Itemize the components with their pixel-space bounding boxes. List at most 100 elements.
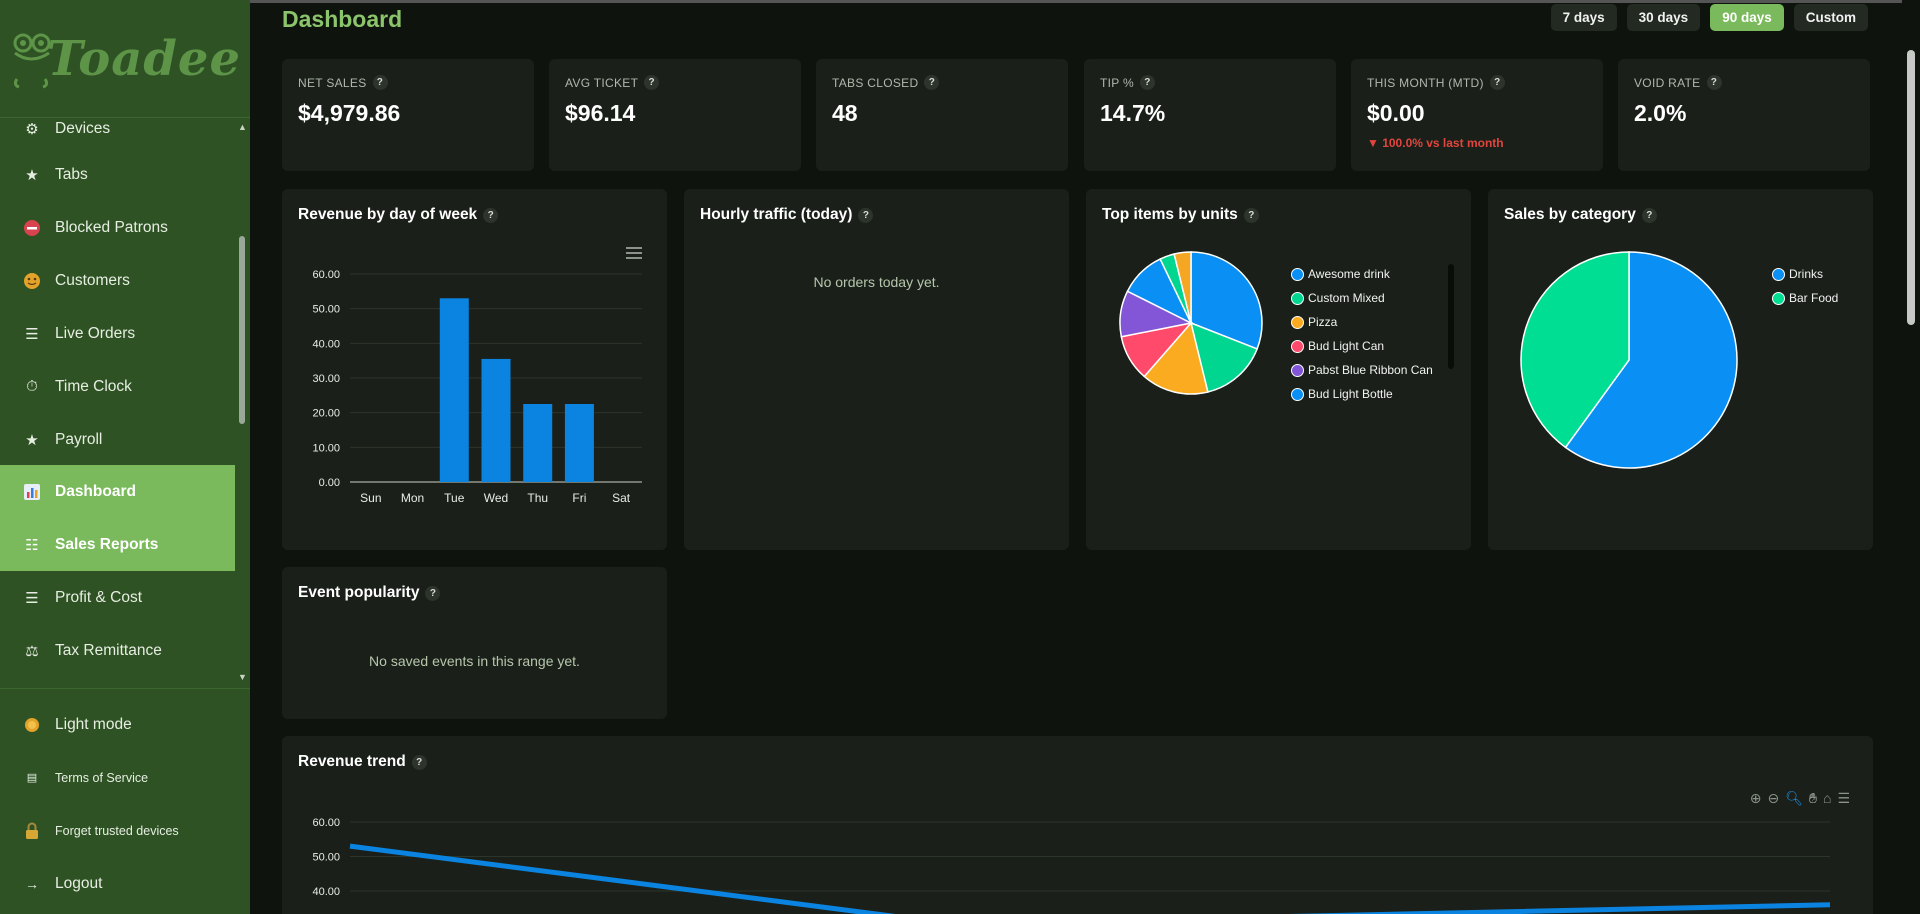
sidebar-item-profit-cost[interactable]: ☰ Profit & Cost — [0, 571, 235, 624]
x-tick-label: Sat — [612, 491, 631, 505]
help-icon[interactable]: ? — [1489, 75, 1505, 90]
pie-slice[interactable] — [1143, 321, 1209, 395]
help-icon[interactable]: ? — [1641, 207, 1657, 223]
top-border — [250, 0, 1902, 3]
legend-dot — [1291, 387, 1304, 401]
scroll-down-arrow-icon[interactable]: ▼ — [238, 672, 247, 682]
sidebar-item-label: Tabs — [55, 165, 88, 183]
sidebar-item-tax-remittance[interactable]: ⚖ Tax Remittance — [0, 624, 235, 677]
legend-item[interactable]: Pizza — [1291, 315, 1337, 329]
chart-menu-icon[interactable] — [626, 247, 642, 259]
range-7-days-button[interactable]: 7 days — [1550, 4, 1617, 31]
pie-slice[interactable] — [1173, 251, 1192, 324]
page-title: Dashboard — [282, 6, 403, 32]
help-icon[interactable]: ? — [1243, 207, 1259, 223]
forget-trusted-devices-link[interactable]: Forget trusted devices — [0, 804, 250, 857]
pie-slice[interactable] — [1520, 251, 1630, 449]
legend-scrollbar[interactable] — [1448, 264, 1454, 369]
legend-item[interactable]: Custom Mixed — [1291, 291, 1385, 305]
pie-slice[interactable] — [1190, 251, 1263, 350]
sales-by-category-card: Sales by category? Drinks Bar Food — [1488, 189, 1873, 550]
legend-item[interactable]: Awesome drink — [1291, 267, 1390, 281]
kpi-tip-percent: TIP %? 14.7% — [1084, 59, 1336, 171]
sidebar-item-sales-reports[interactable]: ☷ Sales Reports — [0, 518, 235, 571]
sidebar-item-blocked-patrons[interactable]: Blocked Patrons — [0, 201, 235, 254]
scroll-up-arrow-icon[interactable]: ▲ — [238, 122, 247, 132]
page-scrollbar-thumb[interactable] — [1907, 50, 1915, 325]
report-icon: ☷ — [25, 536, 39, 554]
help-icon[interactable]: ? — [1139, 75, 1155, 90]
hourly-traffic-card: Hourly traffic (today)? No orders today … — [684, 189, 1069, 550]
logout-link[interactable]: → Logout — [0, 857, 250, 910]
sidebar-scrollbar-thumb[interactable] — [239, 236, 245, 424]
sidebar-item-time-clock[interactable]: ⏱ Time Clock — [0, 360, 235, 413]
zoom-out-icon[interactable]: ⊖ — [1767, 790, 1780, 806]
page-scrollbar[interactable] — [1902, 0, 1920, 914]
card-title: Sales by category — [1504, 206, 1636, 223]
legend-item[interactable]: Drinks — [1772, 267, 1823, 281]
kpi-label: THIS MONTH (MTD) — [1367, 75, 1484, 90]
kpi-value: $4,979.86 — [298, 100, 401, 126]
kpi-this-month: THIS MONTH (MTD)? $0.00 ▼ 100.0% vs last… — [1351, 59, 1603, 171]
help-icon[interactable]: ? — [644, 75, 660, 90]
x-tick-label: Fri — [572, 491, 586, 505]
logo[interactable]: Toadee — [0, 0, 250, 118]
sidebar-scrollbar[interactable]: ▲ ▼ — [236, 118, 248, 688]
legend-dot — [1291, 291, 1304, 305]
legend-label: Pizza — [1308, 315, 1338, 329]
revenue-by-day-chart: 0.00 10.00 20.00 30.00 40.00 50.00 60.00 Sun Mon… — [312, 269, 642, 505]
legend-dot — [1291, 267, 1304, 281]
chart-zoom-toolbar: ⊕ ⊖ 🔍︎ ✋︎ ⌂ ☰ — [1750, 790, 1850, 807]
help-icon[interactable]: ? — [372, 75, 388, 90]
sidebar-item-dashboard[interactable]: Dashboard — [0, 465, 235, 518]
range-90-days-button[interactable]: 90 days — [1710, 4, 1784, 31]
help-icon[interactable]: ? — [924, 75, 940, 90]
range-custom-button[interactable]: Custom — [1793, 4, 1868, 31]
sidebar-item-label: Tax Remittance — [55, 641, 162, 659]
x-tick-label: Sun — [360, 491, 381, 505]
card-title: Hourly traffic (today) — [700, 206, 853, 223]
bar[interactable] — [564, 404, 594, 482]
sidebar-item-label: Devices — [55, 119, 111, 137]
zoom-select-icon[interactable]: 🔍︎ — [1785, 790, 1803, 806]
revenue-trend-card: Revenue trend? ⊕ ⊖ 🔍︎ ✋︎ ⌂ ☰ 40.00 50.00 6… — [282, 736, 1873, 914]
bar[interactable] — [523, 404, 553, 482]
list-icon: ☰ — [25, 325, 39, 343]
logo-text: Toadee — [47, 30, 241, 87]
kpi-label: TIP % — [1100, 75, 1134, 90]
legend-item[interactable]: Bud Light Bottle — [1291, 387, 1393, 401]
x-tick-label: Thu — [527, 491, 548, 505]
kpi-value: $0.00 — [1367, 100, 1425, 126]
bar[interactable] — [439, 298, 469, 482]
bar[interactable] — [481, 358, 511, 482]
help-icon[interactable]: ? — [858, 207, 874, 223]
trend-line[interactable] — [349, 843, 1831, 914]
gear-icon: ⚙ — [25, 120, 39, 138]
pie-slice[interactable] — [1564, 251, 1738, 469]
sidebar-item-label: Sales Reports — [55, 535, 159, 553]
chart-menu-icon[interactable]: ☰ — [1837, 790, 1850, 806]
help-icon[interactable]: ? — [483, 207, 499, 223]
logout-label: Logout — [55, 874, 103, 892]
revenue-trend-chart: 40.00 50.00 60.00 — [312, 817, 1831, 914]
legend-item[interactable]: Pabst Blue Ribbon Can — [1291, 363, 1433, 377]
zoom-in-icon[interactable]: ⊕ — [1749, 790, 1762, 806]
sidebar-item-live-orders[interactable]: ☰ Live Orders — [0, 307, 235, 360]
help-icon[interactable]: ? — [425, 585, 441, 601]
legend-item[interactable]: Bar Food — [1772, 291, 1838, 305]
legend-item[interactable]: Bud Light Can — [1291, 339, 1384, 353]
sidebar-item-devices[interactable]: ⚙ Devices — [0, 118, 235, 155]
kpi-value: 2.0% — [1634, 100, 1687, 126]
sidebar-item-customers[interactable]: Customers — [0, 254, 235, 307]
help-icon[interactable]: ? — [1706, 75, 1722, 90]
help-icon[interactable]: ? — [411, 754, 427, 770]
range-30-days-button[interactable]: 30 days — [1626, 4, 1701, 31]
sidebar-item-tabs[interactable]: ★ Tabs — [0, 148, 235, 201]
legend-label: Bud Light Bottle — [1308, 387, 1393, 401]
terms-of-service-link[interactable]: ▤ Terms of Service — [0, 751, 250, 804]
sidebar-item-payroll[interactable]: ★ Payroll — [0, 413, 235, 466]
light-mode-toggle[interactable]: Light mode — [0, 698, 250, 751]
pan-hand-icon[interactable]: ✋︎ — [1808, 790, 1817, 806]
reset-home-icon[interactable]: ⌂ — [1822, 790, 1832, 806]
pie-slice[interactable] — [1189, 321, 1259, 393]
